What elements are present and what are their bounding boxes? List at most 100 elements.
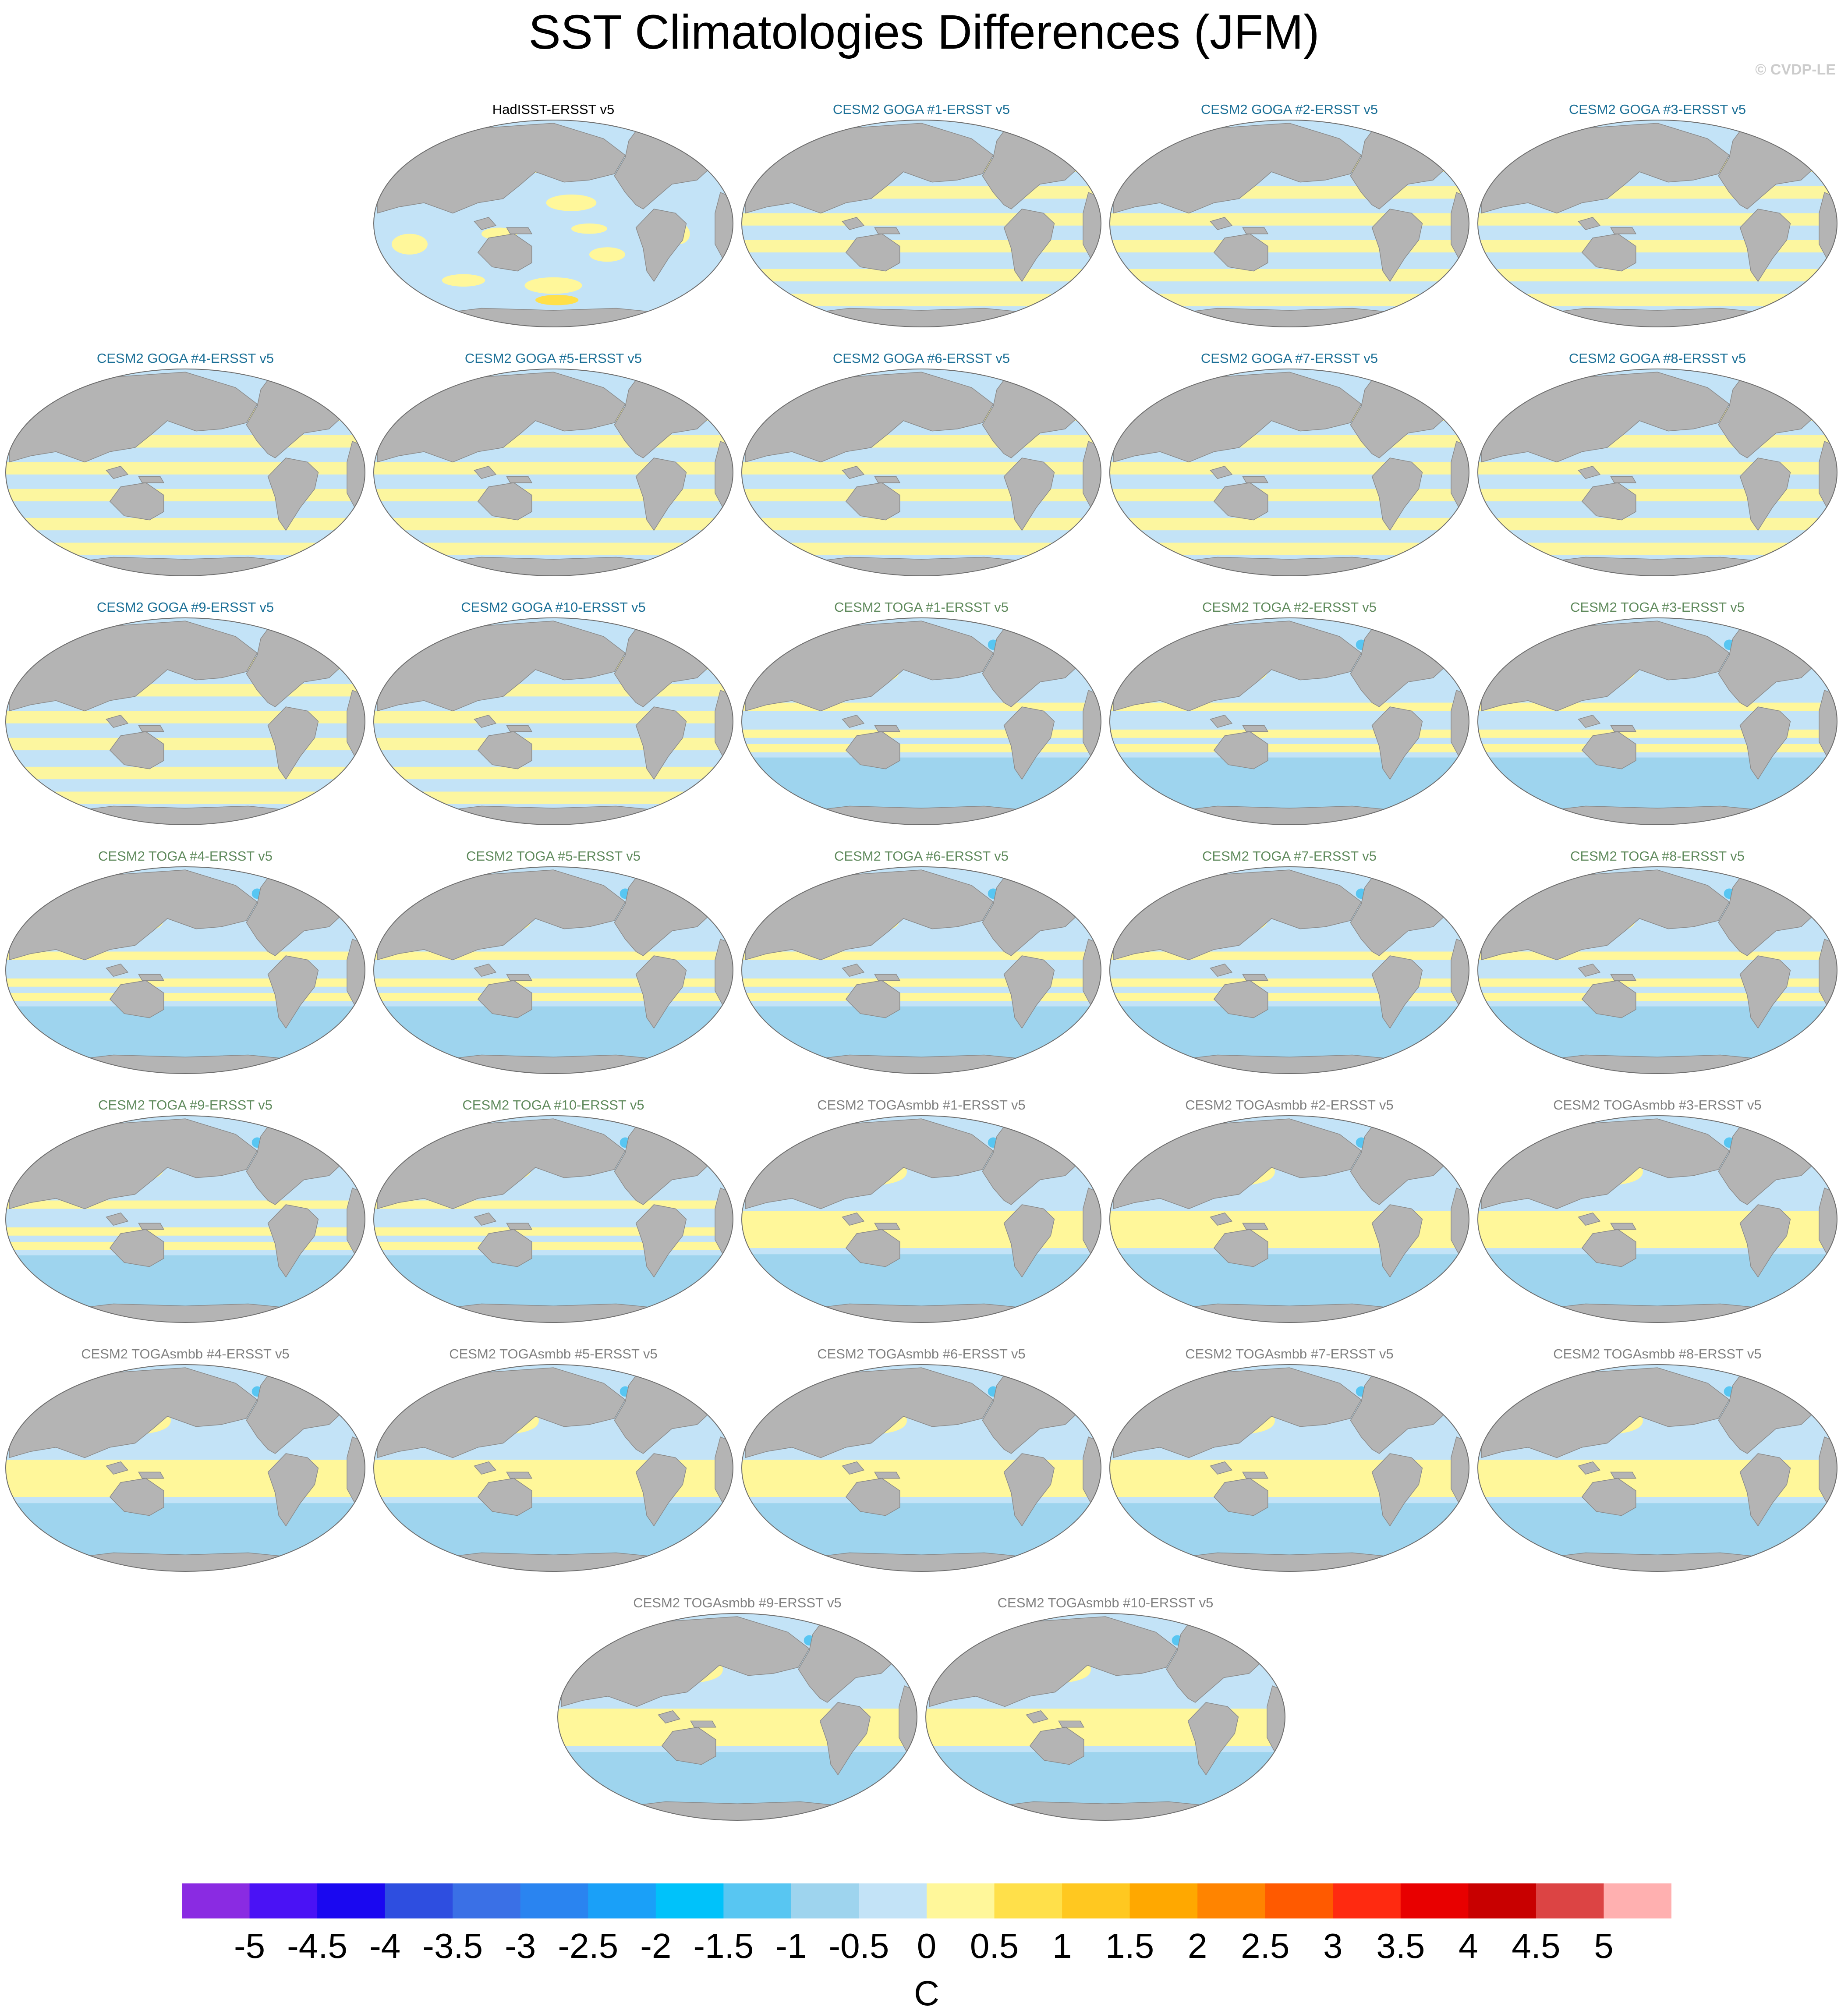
panel-title: CESM2 TOGA #2-ERSST v5 (1202, 599, 1377, 615)
map-panel: CESM2 TOGA #1-ERSST v5 (740, 599, 1103, 826)
map-panel: CESM2 TOGAsmbb #2-ERSST v5 (1108, 1096, 1471, 1324)
sst-difference-map (373, 1364, 733, 1572)
colorbar-tick-label: 3.5 (1376, 1926, 1425, 1965)
colorbar-swatch (791, 1883, 859, 1918)
map-panel: CESM2 GOGA #2-ERSST v5 (1108, 101, 1471, 329)
sst-difference-map (741, 1364, 1101, 1572)
colorbar-tick-label: 0.5 (970, 1926, 1019, 1965)
colorbar-tick-label: 5 (1594, 1926, 1614, 1965)
credit-label: © CVDP-LE (1755, 61, 1836, 78)
sst-difference-map (1477, 617, 1837, 825)
map-panel: CESM2 TOGA #2-ERSST v5 (1108, 599, 1471, 826)
map-panel: CESM2 TOGA #10-ERSST v5 (372, 1096, 735, 1324)
panel-title: CESM2 TOGAsmbb #10-ERSST v5 (997, 1595, 1214, 1610)
panel-title: CESM2 TOGAsmbb #5-ERSST v5 (449, 1346, 658, 1362)
sst-difference-map (5, 617, 365, 825)
colorbar-swatch (655, 1883, 724, 1918)
panel-title: CESM2 TOGAsmbb #2-ERSST v5 (1185, 1097, 1394, 1113)
panel-title: CESM2 TOGA #3-ERSST v5 (1570, 599, 1745, 615)
panel-title: CESM2 TOGA #7-ERSST v5 (1202, 848, 1377, 864)
colorbar-unit-label: C (914, 1974, 939, 2013)
map-panel: CESM2 GOGA #1-ERSST v5 (740, 101, 1103, 329)
colorbar-swatch (859, 1883, 927, 1918)
map-panel: CESM2 TOGAsmbb #1-ERSST v5 (740, 1096, 1103, 1324)
colorbar-tick-label: 2 (1188, 1926, 1207, 1965)
panel-title: CESM2 TOGA #5-ERSST v5 (466, 848, 641, 864)
panel-title: CESM2 TOGA #10-ERSST v5 (462, 1097, 644, 1113)
map-panel: CESM2 TOGA #9-ERSST v5 (4, 1096, 367, 1324)
sst-difference-map (741, 617, 1101, 825)
sst-difference-map (1109, 1364, 1469, 1572)
sst-difference-map (741, 866, 1101, 1074)
colorbar-swatch (1333, 1883, 1401, 1918)
colorbar-tick-label: -3 (505, 1926, 536, 1965)
colorbar-tick-label: 1.5 (1105, 1926, 1154, 1965)
map-panel: CESM2 TOGAsmbb #3-ERSST v5 (1476, 1096, 1839, 1324)
sst-difference-map (373, 866, 733, 1074)
panel-title: CESM2 GOGA #10-ERSST v5 (461, 599, 646, 615)
colorbar-swatch (1468, 1883, 1536, 1918)
map-panel: CESM2 GOGA #8-ERSST v5 (1476, 350, 1839, 578)
colorbar-swatch (182, 1883, 250, 1918)
panel-title: CESM2 GOGA #5-ERSST v5 (464, 351, 642, 366)
panel-title: CESM2 GOGA #1-ERSST v5 (832, 102, 1010, 117)
sst-difference-map (5, 369, 365, 576)
panel-title: CESM2 GOGA #2-ERSST v5 (1200, 102, 1378, 117)
sst-difference-map (1109, 866, 1469, 1074)
colorbar-tick-label: 4 (1459, 1926, 1478, 1965)
panel-title: CESM2 TOGAsmbb #4-ERSST v5 (81, 1346, 290, 1362)
map-panel: CESM2 GOGA #10-ERSST v5 (372, 599, 735, 826)
panel-title: CESM2 TOGA #6-ERSST v5 (834, 848, 1009, 864)
colorbar-swatch (385, 1883, 453, 1918)
sst-difference-map (5, 1115, 365, 1323)
colorbar-tick-label: -0.5 (829, 1926, 889, 1965)
map-panel: CESM2 TOGA #3-ERSST v5 (1476, 599, 1839, 826)
map-panel: CESM2 GOGA #4-ERSST v5 (4, 350, 367, 578)
sst-difference-map (1109, 617, 1469, 825)
sst-difference-map (5, 866, 365, 1074)
colorbar-tick-label: 3 (1323, 1926, 1343, 1965)
sst-difference-map (373, 617, 733, 825)
panel-title: CESM2 TOGAsmbb #3-ERSST v5 (1553, 1097, 1762, 1113)
panel-title: CESM2 TOGAsmbb #8-ERSST v5 (1553, 1346, 1762, 1362)
sst-difference-map (1477, 1115, 1837, 1323)
panel-title: CESM2 TOGAsmbb #1-ERSST v5 (817, 1097, 1026, 1113)
colorbar-swatch (994, 1883, 1062, 1918)
panel-title: CESM2 GOGA #6-ERSST v5 (832, 351, 1010, 366)
map-panel: CESM2 TOGA #7-ERSST v5 (1108, 847, 1471, 1075)
panel-title: HadISST-ERSST v5 (492, 102, 615, 117)
sst-difference-map (741, 120, 1101, 327)
colorbar-tick-label: -4 (369, 1926, 400, 1965)
map-panel: HadISST-ERSST v5 (372, 101, 735, 329)
map-panel: CESM2 TOGAsmbb #4-ERSST v5 (4, 1345, 367, 1573)
sst-difference-map (1477, 120, 1837, 327)
map-panel: CESM2 TOGA #4-ERSST v5 (4, 847, 367, 1075)
map-panel: CESM2 TOGAsmbb #7-ERSST v5 (1108, 1345, 1471, 1573)
map-panel: CESM2 TOGAsmbb #6-ERSST v5 (740, 1345, 1103, 1573)
colorbar-swatch (723, 1883, 792, 1918)
map-panel: CESM2 TOGAsmbb #9-ERSST v5 (556, 1594, 919, 1822)
panel-title: CESM2 TOGAsmbb #7-ERSST v5 (1185, 1346, 1394, 1362)
map-panel: CESM2 TOGAsmbb #5-ERSST v5 (372, 1345, 735, 1573)
colorbar-tick-label: -1 (775, 1926, 807, 1965)
panel-title: CESM2 GOGA #4-ERSST v5 (96, 351, 274, 366)
figure-title: SST Climatologies Differences (JFM) (528, 5, 1320, 59)
sst-difference-map (1109, 120, 1469, 327)
map-panel: CESM2 TOGA #6-ERSST v5 (740, 847, 1103, 1075)
map-panel: CESM2 GOGA #5-ERSST v5 (372, 350, 735, 578)
panel-title: CESM2 TOGA #8-ERSST v5 (1570, 848, 1745, 864)
colorbar-swatch (1536, 1883, 1604, 1918)
panel-title: CESM2 TOGAsmbb #6-ERSST v5 (817, 1346, 1026, 1362)
colorbar-swatch (453, 1883, 521, 1918)
colorbar-swatch (588, 1883, 656, 1918)
colorbar-swatch (1129, 1883, 1198, 1918)
sst-difference-map (1477, 369, 1837, 576)
panel-title: CESM2 TOGA #4-ERSST v5 (98, 848, 273, 864)
colorbar-swatch (1604, 1883, 1671, 1918)
panel-title: CESM2 GOGA #8-ERSST v5 (1568, 351, 1746, 366)
sst-difference-map (1477, 1364, 1837, 1572)
map-panel: CESM2 GOGA #3-ERSST v5 (1476, 101, 1839, 329)
sst-difference-map (925, 1613, 1285, 1821)
colorbar-swatch (1062, 1883, 1130, 1918)
colorbar-tick-label: -3.5 (422, 1926, 483, 1965)
